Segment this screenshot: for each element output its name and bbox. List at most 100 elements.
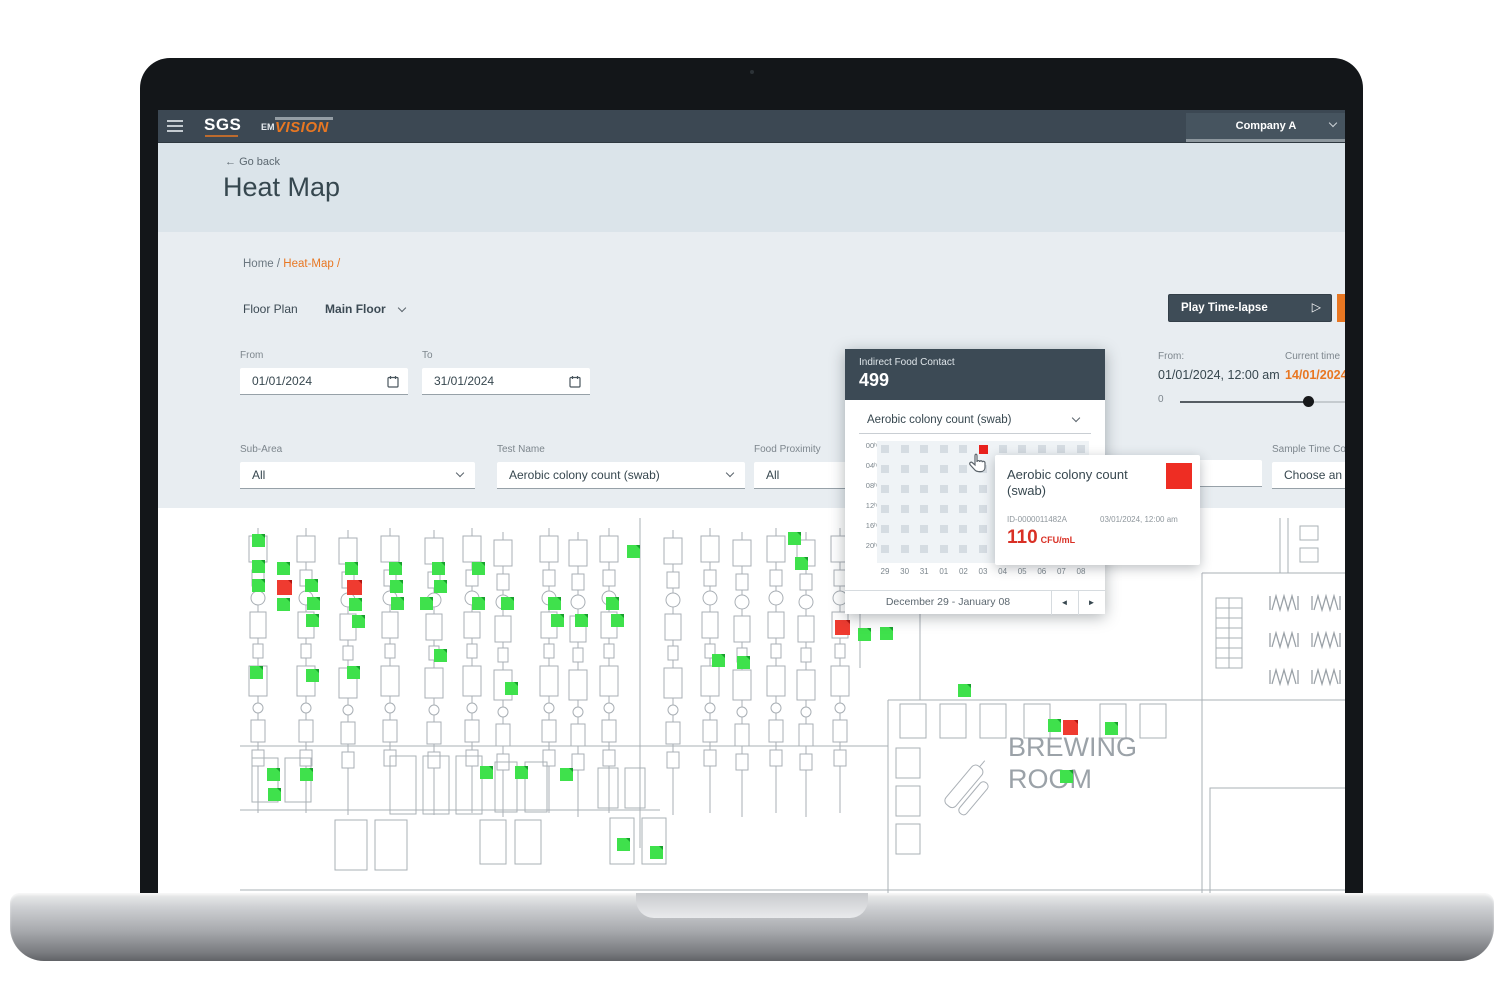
- map-marker-green[interactable]: [305, 579, 318, 592]
- map-marker-green[interactable]: [627, 545, 640, 558]
- map-marker-green[interactable]: [300, 768, 313, 781]
- calendar-icon[interactable]: [387, 375, 399, 388]
- prev-page-button[interactable]: ◄: [1060, 598, 1069, 607]
- map-marker-green[interactable]: [712, 654, 725, 667]
- sub-area-select[interactable]: All: [240, 462, 475, 489]
- map-marker-green[interactable]: [420, 597, 433, 610]
- map-marker-green[interactable]: [480, 766, 493, 779]
- heatmap-cell[interactable]: [920, 445, 929, 453]
- heatmap-cell[interactable]: [920, 525, 929, 533]
- heatmap-cell[interactable]: [979, 545, 987, 553]
- map-marker-green[interactable]: [307, 597, 320, 610]
- heatmap-cell[interactable]: [900, 465, 909, 473]
- heatmap-cell[interactable]: [881, 445, 889, 453]
- map-marker-green[interactable]: [501, 597, 514, 610]
- heatmap-cell[interactable]: [900, 545, 909, 553]
- map-marker-green[interactable]: [548, 597, 561, 610]
- map-marker-red[interactable]: [347, 580, 362, 595]
- map-marker-green[interactable]: [575, 614, 588, 627]
- map-marker-green[interactable]: [650, 846, 663, 859]
- from-date-input[interactable]: 01/01/2024: [240, 368, 408, 395]
- map-marker-green[interactable]: [252, 579, 265, 592]
- map-marker-green[interactable]: [1048, 719, 1061, 732]
- map-marker-green[interactable]: [606, 597, 619, 610]
- map-marker-red[interactable]: [1063, 720, 1078, 735]
- map-marker-green[interactable]: [617, 838, 630, 851]
- heatmap-cell[interactable]: [979, 505, 987, 513]
- map-marker-green[interactable]: [390, 580, 403, 593]
- map-marker-green[interactable]: [267, 768, 280, 781]
- map-marker-green[interactable]: [349, 598, 362, 611]
- map-marker-green[interactable]: [880, 627, 893, 640]
- heatmap-cell[interactable]: [979, 485, 987, 493]
- map-marker-green[interactable]: [472, 562, 485, 575]
- heatmap-cell[interactable]: [900, 525, 909, 533]
- heatmap-cell[interactable]: [900, 505, 909, 513]
- heatmap-cell[interactable]: [881, 505, 889, 513]
- heatmap-cell[interactable]: [939, 505, 948, 513]
- map-marker-green[interactable]: [391, 597, 404, 610]
- calendar-icon[interactable]: [569, 375, 581, 388]
- breadcrumb-current[interactable]: Heat-Map: [283, 258, 334, 270]
- map-marker-green[interactable]: [306, 614, 319, 627]
- timeline-slider-track[interactable]: [1180, 401, 1308, 403]
- map-marker-green[interactable]: [788, 532, 801, 545]
- map-marker-green[interactable]: [250, 666, 263, 679]
- heatmap-cell[interactable]: [959, 505, 968, 513]
- map-marker-green[interactable]: [347, 666, 360, 679]
- go-back-link[interactable]: ← Go back: [225, 156, 280, 168]
- map-marker-green[interactable]: [1105, 722, 1118, 735]
- heatmap-cell[interactable]: [1037, 445, 1046, 453]
- clipped-orange-button[interactable]: [1337, 294, 1345, 322]
- play-timelapse-button[interactable]: Play Time-lapse ▷: [1168, 294, 1332, 322]
- map-marker-green[interactable]: [252, 534, 265, 547]
- heatmap-cell[interactable]: [920, 545, 929, 553]
- floor-plan-map[interactable]: BREWING ROOM: [240, 518, 1345, 893]
- map-marker-green[interactable]: [432, 562, 445, 575]
- company-select[interactable]: Company A: [1186, 113, 1345, 139]
- heatmap-cell[interactable]: [939, 445, 948, 453]
- heatmap-cell[interactable]: [920, 485, 929, 493]
- heatmap-cell[interactable]: [900, 445, 909, 453]
- map-marker-green[interactable]: [434, 649, 447, 662]
- heatmap-cell-alert[interactable]: [979, 445, 988, 454]
- menu-icon[interactable]: [167, 120, 183, 133]
- heatmap-cell[interactable]: [920, 505, 929, 513]
- heatmap-cell[interactable]: [920, 465, 929, 473]
- heatmap-cell[interactable]: [881, 485, 889, 493]
- timeline-slider-thumb[interactable]: [1303, 396, 1314, 407]
- map-marker-red[interactable]: [277, 580, 292, 595]
- heatmap-cell[interactable]: [959, 545, 968, 553]
- map-marker-green[interactable]: [434, 580, 447, 593]
- next-page-button[interactable]: ►: [1087, 598, 1096, 607]
- heatmap-cell[interactable]: [881, 525, 889, 533]
- map-marker-green[interactable]: [858, 628, 871, 641]
- map-marker-green[interactable]: [268, 788, 281, 801]
- map-marker-green[interactable]: [795, 557, 808, 570]
- test-name-select[interactable]: Aerobic colony count (swab): [497, 462, 745, 489]
- breadcrumb-home[interactable]: Home: [243, 258, 274, 270]
- heatmap-cell[interactable]: [939, 485, 948, 493]
- map-marker-red[interactable]: [835, 620, 850, 635]
- heatmap-cell[interactable]: [979, 525, 987, 533]
- sample-time-select[interactable]: Choose an o: [1272, 462, 1345, 489]
- popup-test-select[interactable]: Aerobic colony count (swab): [859, 406, 1091, 434]
- map-marker-green[interactable]: [277, 598, 290, 611]
- map-marker-green[interactable]: [306, 669, 319, 682]
- map-marker-green[interactable]: [611, 614, 624, 627]
- heatmap-cell[interactable]: [939, 545, 948, 553]
- map-marker-green[interactable]: [352, 615, 365, 628]
- map-marker-green[interactable]: [958, 684, 971, 697]
- map-marker-green[interactable]: [389, 562, 402, 575]
- map-marker-green[interactable]: [560, 768, 573, 781]
- heatmap-cell[interactable]: [959, 525, 968, 533]
- map-marker-green[interactable]: [252, 560, 265, 573]
- heatmap-cell[interactable]: [1077, 445, 1085, 453]
- heatmap-cell[interactable]: [959, 485, 968, 493]
- map-marker-green[interactable]: [277, 562, 290, 575]
- map-marker-green[interactable]: [551, 614, 564, 627]
- timeline-slider-track-rest[interactable]: [1308, 401, 1345, 403]
- heatmap-cell[interactable]: [1018, 445, 1027, 453]
- heatmap-cell[interactable]: [939, 525, 948, 533]
- map-marker-green[interactable]: [345, 562, 358, 575]
